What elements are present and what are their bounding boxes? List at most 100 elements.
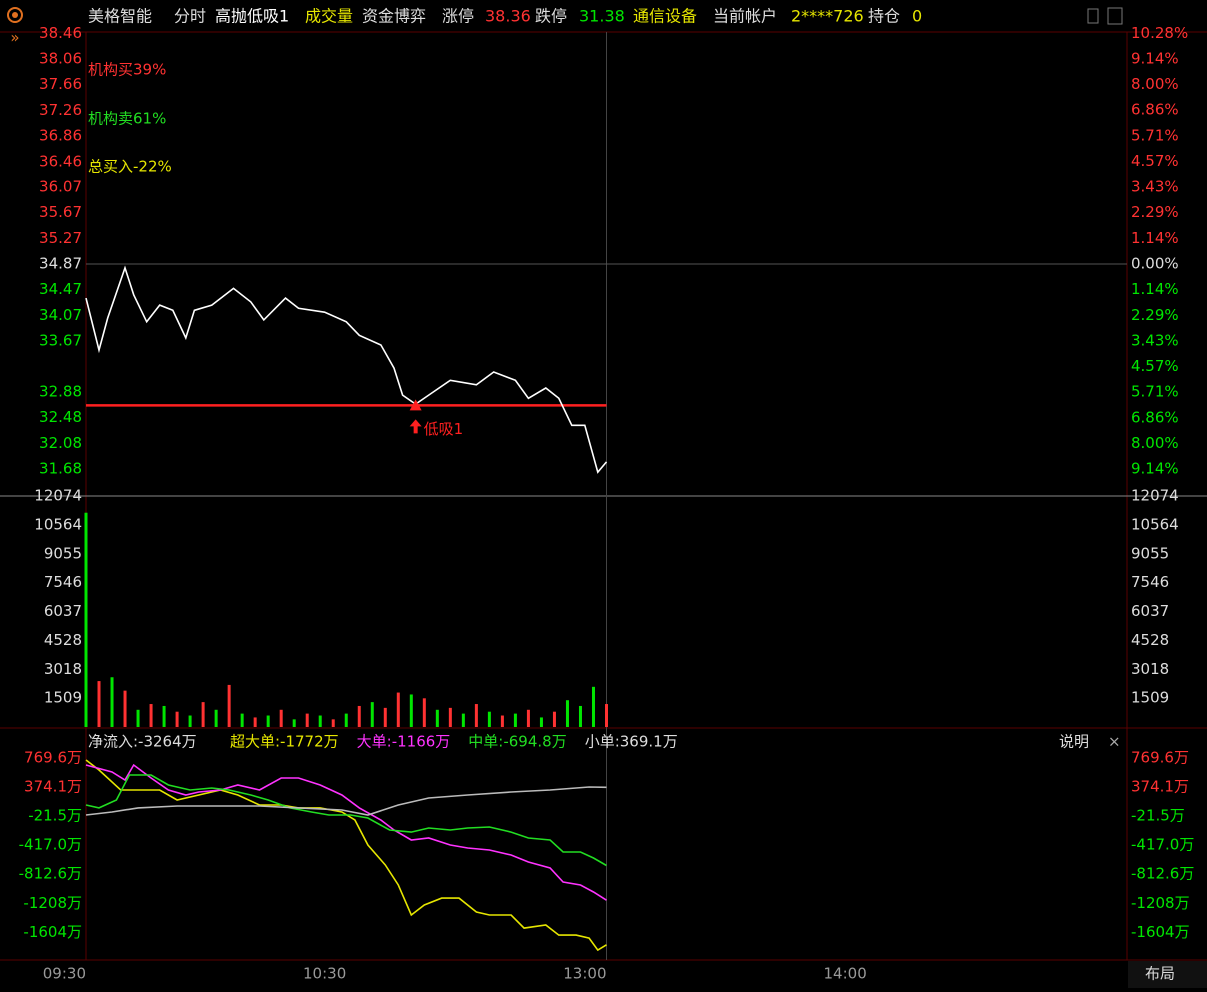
x-tick-label: 09:30: [43, 965, 86, 983]
position-label: 持仓: [868, 7, 900, 26]
y2-tick-label: 2.29%: [1131, 203, 1179, 221]
volume-bar: [318, 715, 322, 727]
volume-bar: [227, 684, 231, 727]
y-tick-label: 9055: [44, 544, 82, 562]
volume-bar: [500, 715, 504, 727]
y-tick-label: 10564: [1131, 515, 1179, 533]
sector[interactable]: 通信设备: [633, 7, 697, 26]
volume-bar: [110, 677, 114, 727]
help[interactable]: 说明: [1059, 733, 1089, 751]
y-tick-label: 769.6万: [1131, 748, 1189, 766]
annotation: 总买入-22%: [88, 158, 172, 176]
volume-bar: [435, 709, 439, 727]
flow-line: [85, 774, 607, 867]
volume-bar: [201, 702, 205, 727]
y-tick-label: 35.67: [39, 203, 82, 221]
y2-tick-label: 4.57%: [1131, 152, 1179, 170]
net-inflow: 净流入:-3264万: [88, 733, 197, 751]
volume-bar: [513, 713, 517, 727]
volume-bar: [214, 709, 218, 727]
indicator[interactable]: 高抛低吸1: [215, 7, 289, 26]
volume-bar: [605, 704, 608, 727]
y2-tick-label: 9.14%: [1131, 50, 1179, 68]
window-icon[interactable]: [1107, 7, 1123, 25]
layout-button[interactable]: 布局: [1145, 965, 1175, 983]
y-tick-label: 6037: [1131, 602, 1169, 620]
volume-tab[interactable]: 成交量: [305, 7, 353, 26]
y2-tick-label: 3.43%: [1131, 178, 1179, 196]
y-tick-label: 36.07: [39, 177, 82, 195]
volume-bar: [357, 705, 361, 727]
account-label: 当前帐户: [713, 7, 777, 26]
x-tick-label: 14:00: [824, 965, 867, 983]
limit-down-label: 跌停: [535, 7, 567, 26]
menu-icon[interactable]: [7, 7, 23, 23]
flow-line: [85, 759, 607, 952]
window-icon[interactable]: [1087, 8, 1099, 24]
limit-up-label: 涨停: [442, 7, 474, 26]
volume-bar: [331, 719, 335, 727]
y-tick-label: 32.08: [39, 434, 82, 452]
volume-bar: [552, 711, 556, 727]
y2-tick-label: 9.14%: [1131, 459, 1179, 477]
y2-tick-label: 6.86%: [1131, 101, 1179, 119]
volume-bar: [578, 705, 582, 727]
volume-bar: [539, 717, 543, 727]
y-tick-label: -1604万: [1131, 923, 1190, 941]
volume-bar: [175, 711, 179, 727]
volume-bar: [305, 713, 309, 727]
volume-bar: [474, 704, 478, 727]
y-tick-label: -417.0万: [19, 836, 82, 854]
close[interactable]: ×: [1108, 733, 1121, 751]
y2-tick-label: 8.00%: [1131, 75, 1179, 93]
y-tick-label: 34.47: [39, 280, 82, 298]
flow-line: [85, 786, 607, 816]
y-tick-label: 374.1万: [1131, 777, 1189, 795]
fund-tab[interactable]: 资金博弈: [362, 7, 426, 26]
volume-bar: [266, 715, 270, 727]
volume-bar: [396, 692, 400, 727]
y-tick-label: 7546: [44, 573, 82, 591]
layout-button-bg: [1128, 961, 1207, 988]
limit-down: 31.38: [579, 7, 625, 26]
y-tick-label: 38.46: [39, 24, 82, 42]
legend-entry: 大单:-1166万: [357, 733, 451, 751]
volume-bar: [123, 690, 127, 727]
y-tick-label: 37.66: [39, 75, 82, 93]
y-tick-label: 32.88: [39, 382, 82, 400]
y-tick-label: 769.6万: [24, 748, 82, 766]
volume-bar: [84, 512, 88, 727]
volume-bar: [240, 713, 244, 727]
y-tick-label: 1509: [44, 689, 82, 707]
volume-bar: [370, 702, 374, 727]
legend-entry: 中单:-694.8万: [468, 733, 566, 751]
y-tick-label: -21.5万: [28, 807, 82, 825]
volume-bar: [422, 698, 426, 727]
signal-marker: [409, 399, 422, 411]
mode[interactable]: 分时: [174, 7, 206, 26]
y-tick-label: 38.06: [39, 49, 82, 67]
y-tick-label: 31.68: [39, 460, 82, 478]
y-tick-label: 36.46: [39, 152, 82, 170]
menu-icon-dot: [12, 12, 18, 18]
volume-bar: [162, 705, 166, 727]
y-tick-label: 4528: [1131, 631, 1169, 649]
y-tick-label: -21.5万: [1131, 807, 1185, 825]
y-tick-label: 10564: [34, 515, 82, 533]
collapse-icon[interactable]: »: [10, 29, 19, 47]
y-tick-label: -812.6万: [1131, 865, 1194, 883]
annotation: 机构卖61%: [88, 110, 166, 128]
legend-entry: 超大单:-1772万: [230, 733, 339, 751]
y-tick-label: -1604万: [23, 923, 82, 941]
account: 2****726: [791, 7, 864, 26]
volume-bar: [487, 711, 491, 727]
volume-bar: [526, 709, 530, 727]
volume-bar: [344, 713, 348, 727]
price-line: [85, 265, 608, 474]
y2-tick-label: 4.57%: [1131, 357, 1179, 375]
volume-bar: [149, 704, 153, 727]
volume-bar: [279, 709, 283, 727]
x-tick-label: 10:30: [303, 965, 346, 983]
y2-tick-label: 0.00%: [1131, 255, 1179, 273]
